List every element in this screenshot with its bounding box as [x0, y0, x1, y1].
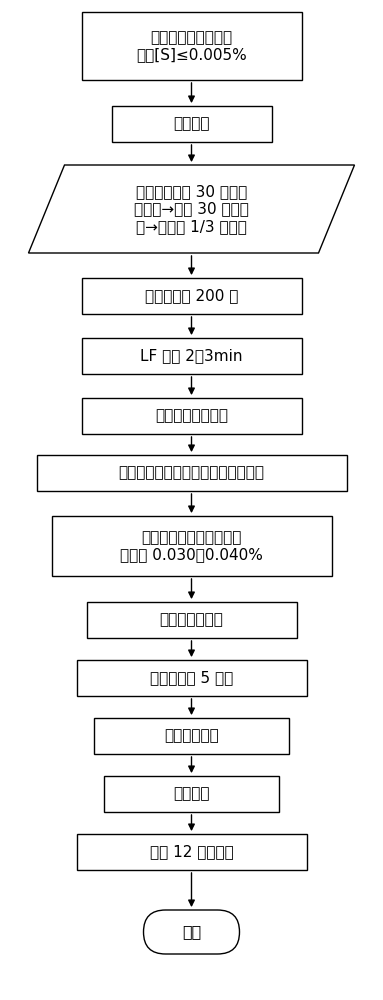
Text: 铁水脱硫预处理，入
转炉[S]≤0.005%: 铁水脱硫预处理，入 转炉[S]≤0.005%	[136, 30, 247, 62]
Text: 连铸: 连铸	[182, 924, 201, 940]
FancyBboxPatch shape	[144, 910, 239, 954]
FancyBboxPatch shape	[77, 660, 306, 696]
FancyBboxPatch shape	[82, 398, 301, 434]
FancyBboxPatch shape	[82, 278, 301, 314]
Text: 微调温度: 微调温度	[173, 786, 210, 802]
FancyBboxPatch shape	[82, 338, 301, 374]
FancyBboxPatch shape	[111, 106, 272, 142]
FancyBboxPatch shape	[82, 12, 301, 80]
Text: 转炉挡渣出钢 30 秒内加
入电石→出钢 30 秒加渣
料→出钢至 1/3 加合金: 转炉挡渣出钢 30 秒内加 入电石→出钢 30 秒加渣 料→出钢至 1/3 加合…	[134, 184, 249, 234]
FancyBboxPatch shape	[94, 718, 289, 754]
FancyBboxPatch shape	[36, 455, 347, 491]
Text: 定氧、测温、取样: 定氧、测温、取样	[155, 408, 228, 424]
Text: 转炉冶炼: 转炉冶炼	[173, 116, 210, 131]
FancyBboxPatch shape	[104, 776, 279, 812]
Text: 软搅 12 分钟以上: 软搅 12 分钟以上	[150, 844, 233, 859]
Text: 定氧测温取样: 定氧测温取样	[164, 728, 219, 744]
Text: LF 化渣 2～3min: LF 化渣 2～3min	[140, 349, 243, 363]
Text: 合金化微调成分: 合金化微调成分	[160, 612, 223, 628]
Text: 石灰、萤石、铝丝、喂铝线脱氧脱硫: 石灰、萤石、铝丝、喂铝线脱氧脱硫	[118, 466, 265, 481]
Polygon shape	[28, 165, 355, 253]
FancyBboxPatch shape	[87, 602, 296, 638]
Text: 喂铝线脱钢水氧、调钢中
铝成分 0.030～0.040%: 喂铝线脱钢水氧、调钢中 铝成分 0.030～0.040%	[120, 530, 263, 562]
FancyBboxPatch shape	[51, 516, 332, 576]
Text: 小氩气搅拌 5 分钟: 小氩气搅拌 5 分钟	[150, 670, 233, 686]
Text: 炉后喂铝线 200 米: 炉后喂铝线 200 米	[145, 288, 238, 304]
FancyBboxPatch shape	[77, 834, 306, 870]
